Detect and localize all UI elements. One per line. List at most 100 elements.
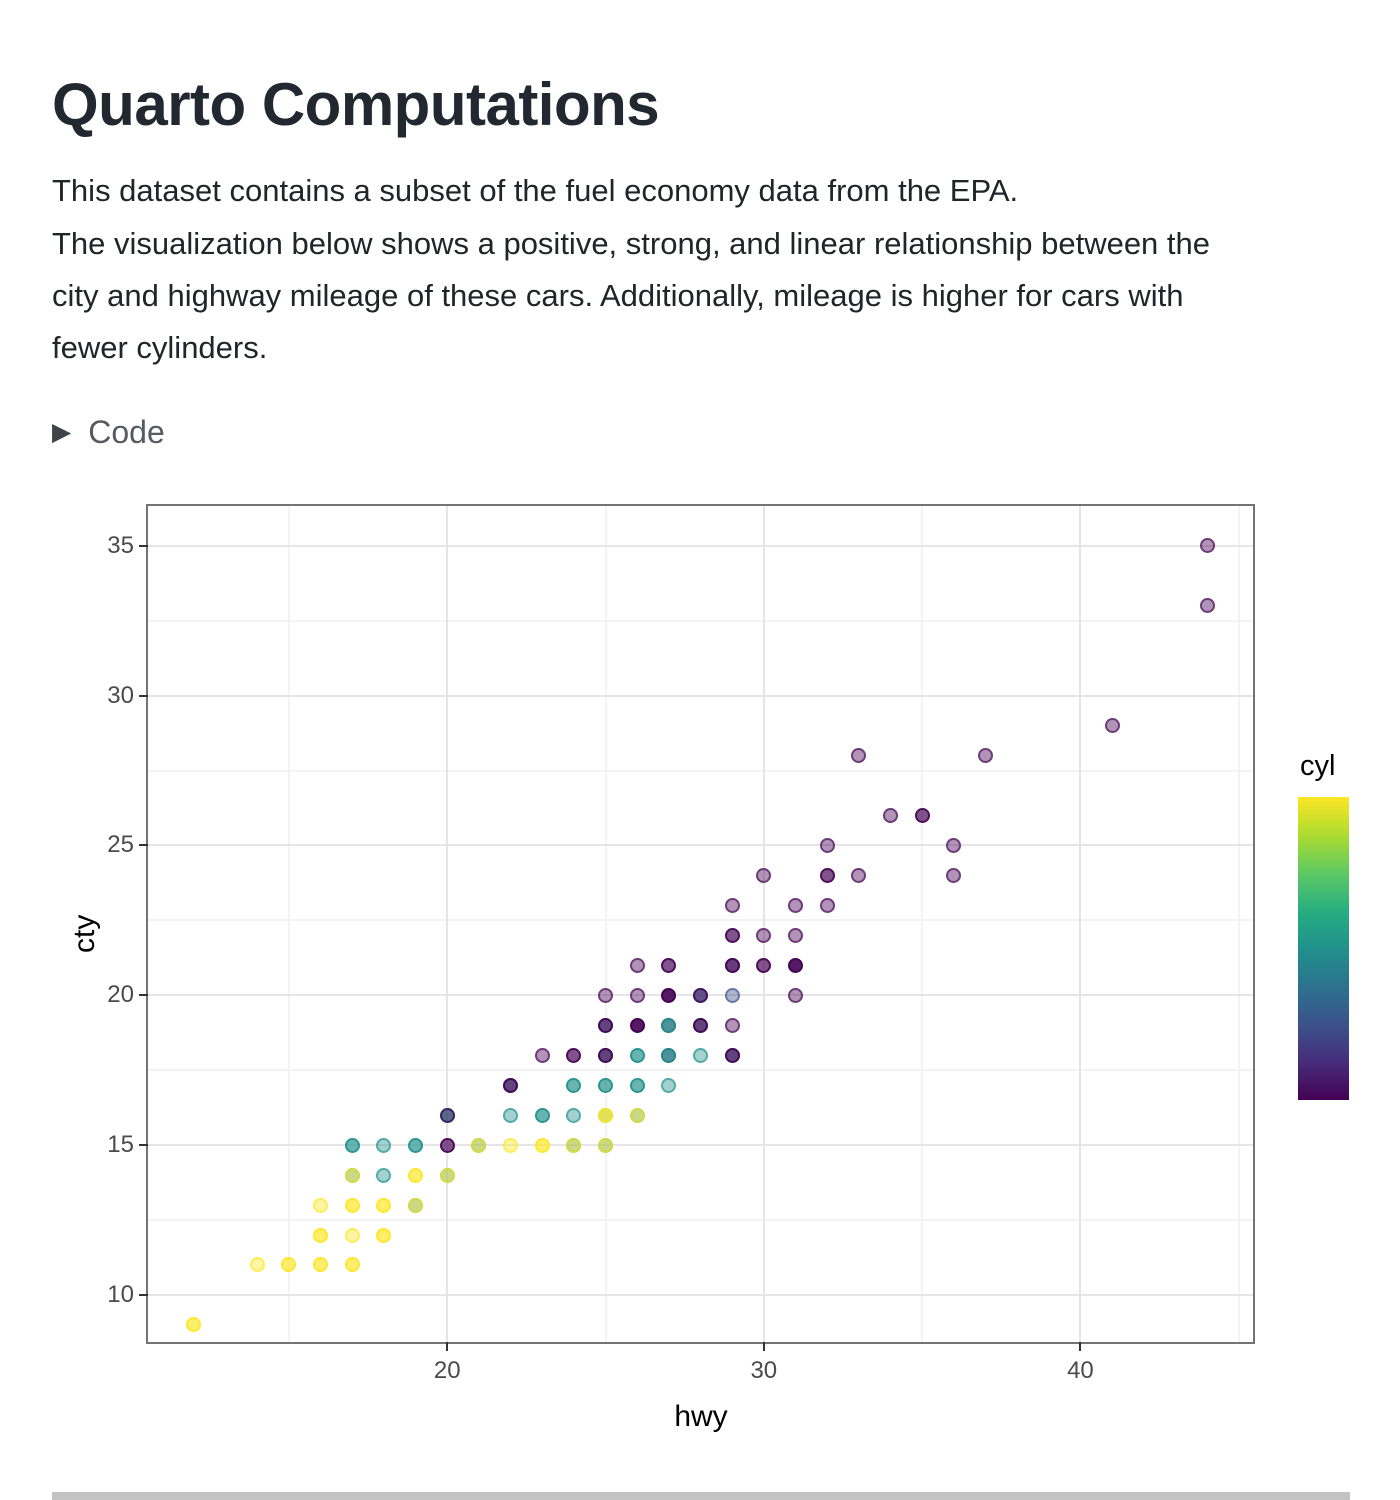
y-tick-label: 15 (107, 1131, 134, 1159)
data-point (566, 1137, 582, 1153)
data-point (756, 957, 772, 973)
gridline-minor (604, 506, 607, 1342)
gridline-major (762, 506, 765, 1342)
legend-colorbar (1298, 797, 1349, 1100)
data-point (1104, 718, 1120, 734)
y-axis-tick (139, 844, 148, 847)
gridline-major (148, 844, 1253, 847)
code-toggle[interactable]: ▶ Code (52, 414, 165, 451)
intro-paragraph: This dataset contains a subset of the fu… (52, 173, 1019, 208)
data-point (376, 1137, 392, 1153)
data-point (598, 1137, 613, 1153)
description-line: city and highway mileage of these cars. … (52, 278, 1184, 313)
data-point (566, 1077, 582, 1093)
gridline-minor (148, 919, 1253, 922)
data-point (344, 1197, 360, 1213)
gridline-minor (148, 1219, 1253, 1222)
data-point (693, 1017, 708, 1033)
code-toggle-label: Code (88, 414, 165, 450)
data-point (724, 1047, 740, 1063)
y-axis-title: cty (68, 914, 101, 953)
data-point (376, 1197, 392, 1213)
gridline-major (148, 694, 1253, 697)
description-paragraph: The visualization below shows a positive… (52, 218, 1352, 374)
y-axis-tick (139, 1293, 148, 1296)
y-tick-label: 30 (107, 681, 134, 709)
data-point (344, 1167, 360, 1183)
x-axis-tick (1079, 1342, 1082, 1351)
data-point (598, 1077, 613, 1093)
y-tick-label: 10 (107, 1280, 134, 1308)
data-point (787, 957, 803, 973)
x-tick-label: 20 (433, 1357, 461, 1384)
data-point (946, 837, 962, 853)
data-point (756, 867, 772, 883)
data-point (598, 1017, 613, 1033)
y-tick-label: 20 (107, 981, 134, 1009)
x-axis-title: hwy (674, 1400, 728, 1433)
y-axis-tick (139, 1144, 148, 1147)
data-point (629, 1047, 645, 1063)
gridline-major (446, 506, 449, 1342)
data-point (661, 987, 677, 1003)
data-point (977, 748, 993, 764)
data-point (186, 1317, 202, 1333)
triangle-right-icon: ▶ (52, 418, 72, 446)
data-point (1199, 598, 1215, 614)
data-point (693, 1047, 708, 1063)
data-point (914, 808, 930, 824)
description-line: The visualization below shows a positive… (52, 226, 1211, 261)
data-point (787, 927, 803, 943)
legend-title: cyl (1300, 750, 1336, 782)
data-point (471, 1137, 487, 1153)
data-point (344, 1257, 360, 1273)
data-point (249, 1257, 265, 1273)
data-point (566, 1047, 582, 1063)
data-point (503, 1077, 519, 1093)
data-point (946, 867, 962, 883)
y-axis-tick (139, 694, 148, 697)
gridline-minor (1237, 506, 1240, 1342)
data-point (629, 1017, 645, 1033)
data-point (344, 1227, 360, 1243)
data-point (534, 1047, 550, 1063)
x-tick-label: 40 (1067, 1357, 1094, 1384)
gridline-major (148, 1293, 1253, 1296)
data-point (313, 1227, 329, 1243)
data-point (629, 1107, 645, 1123)
data-point (661, 1077, 677, 1093)
gridline-minor (148, 619, 1253, 622)
data-point (661, 1047, 677, 1063)
data-point (408, 1137, 424, 1153)
data-point (313, 1257, 329, 1273)
data-point (439, 1167, 455, 1183)
data-point (313, 1197, 329, 1213)
data-point (534, 1137, 550, 1153)
gridline-major (148, 544, 1253, 547)
gridline-minor (921, 506, 924, 1342)
data-point (756, 927, 772, 943)
y-tick-label: 35 (107, 531, 134, 559)
data-point (819, 897, 835, 913)
data-point (851, 867, 867, 883)
panel-border (146, 504, 1255, 1344)
data-point (503, 1107, 519, 1123)
y-tick-label: 25 (107, 831, 134, 859)
data-point (598, 1107, 613, 1123)
data-point (598, 1047, 613, 1063)
data-point (281, 1257, 297, 1273)
data-point (882, 808, 898, 824)
data-point (819, 867, 835, 883)
gridline-minor (287, 506, 290, 1342)
data-point (724, 957, 740, 973)
data-point (376, 1227, 392, 1243)
data-point (598, 987, 613, 1003)
data-point (851, 748, 867, 764)
gridline-major (1079, 506, 1082, 1342)
data-point (724, 897, 740, 913)
data-point (787, 987, 803, 1003)
gridline-major (148, 1144, 1253, 1147)
data-point (408, 1167, 424, 1183)
